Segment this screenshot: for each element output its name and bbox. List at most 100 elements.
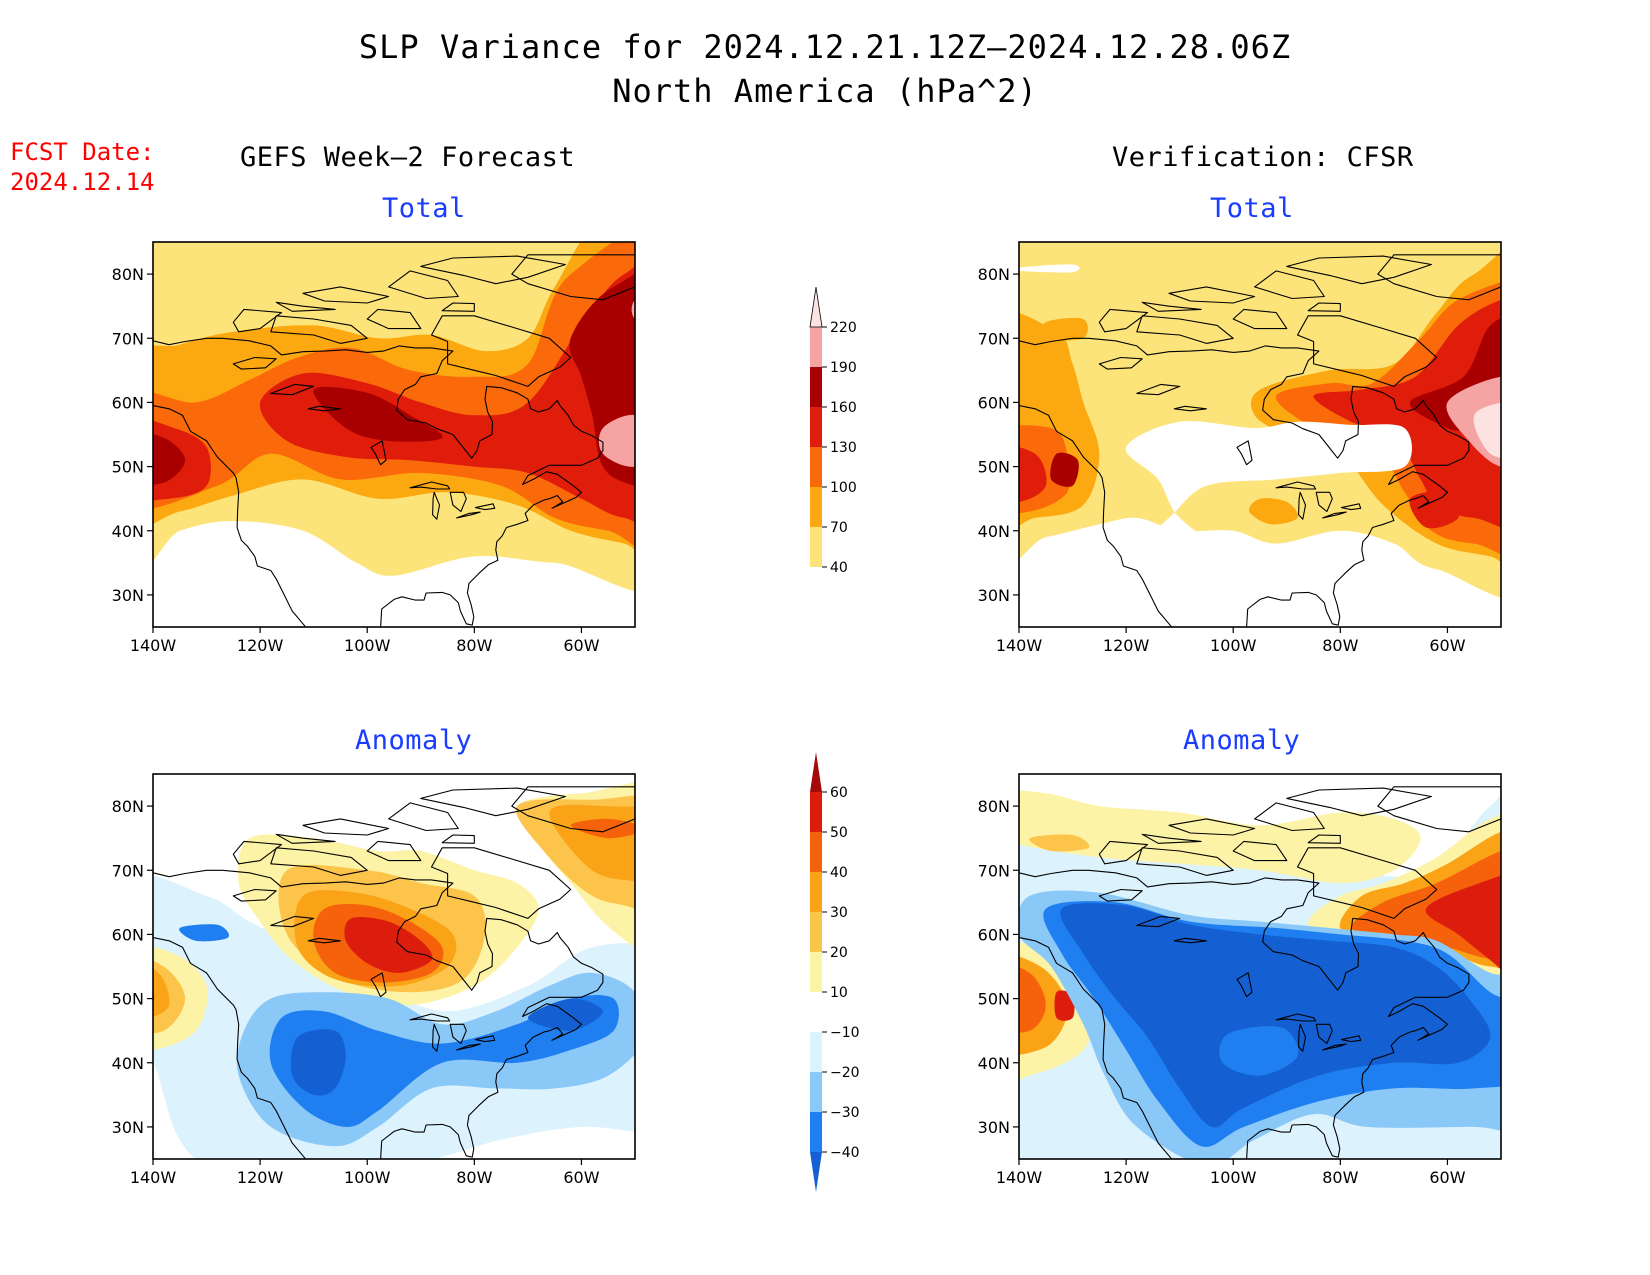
forecast-anomaly-subtitle: Anomaly [355, 725, 473, 756]
forecast-anomaly-lon-tick-label: 60W [563, 1168, 599, 1187]
total-colorbar-swatch [810, 327, 822, 367]
verification-anomaly-island-0 [1296, 847, 1438, 919]
anomaly-colorbar-label: −40 [830, 1145, 860, 1161]
verification-anomaly-lat-tick-label: 70N [978, 861, 1010, 880]
verification-anomaly-contour-10 [1054, 990, 1075, 1021]
forecast-anomaly-contour-18 [179, 924, 229, 942]
forecast-total-island-3 [232, 308, 283, 333]
anomaly-colorbar-upper-arrow [810, 752, 822, 792]
forecast-anomaly-contour-11 [570, 818, 635, 839]
forecast-total-lon-tick-label: 140W [130, 636, 177, 655]
forecast-anomaly-contour-17 [527, 998, 603, 1031]
forecast-total-lon-tick-label: 100W [344, 636, 391, 655]
verification-anomaly-island-9 [1141, 833, 1202, 844]
forecast-anomaly-island-5 [302, 818, 390, 836]
forecast-anomaly-lat-tick-label: 30N [112, 1118, 144, 1137]
verification-total-lat-tick-label: 80N [978, 265, 1010, 284]
verification-anomaly-coastline-east [1019, 869, 1470, 1159]
verification-total-lat-tick-label: 70N [978, 329, 1010, 348]
verification-total-lake-2 [1315, 491, 1333, 513]
verification-total-lake-6 [1173, 405, 1207, 412]
anomaly-colorbar-label: 60 [830, 785, 848, 801]
anomaly-colorbar: −40 −30 −20 −10 10 20 30 40 50 60 [810, 752, 860, 1192]
forecast-anomaly-island-0 [430, 847, 572, 919]
verification-anomaly-island-8 [1307, 834, 1341, 844]
forecast-total-contour-9 [598, 414, 635, 467]
verification-total-lake-5 [1236, 440, 1253, 466]
verification-anomaly-lat-tick-label: 50N [978, 990, 1010, 1009]
verification-total-contour-3 [1041, 317, 1088, 341]
verification-anomaly-lake-6 [1173, 937, 1207, 944]
forecast-anomaly-lake-7 [270, 915, 315, 928]
verification-total-coastline-west [1019, 405, 1173, 627]
verification-anomaly-island-4 [1254, 802, 1325, 832]
verification-total-lat-tick-label: 40N [978, 522, 1010, 541]
forecast-total-lake-8 [232, 356, 277, 370]
verification-total-lat-tick-label: 30N [978, 586, 1010, 605]
anomaly-colorbar-label: 50 [830, 825, 848, 841]
verification-total-contour-13 [1473, 402, 1501, 458]
verification-total-map: 30N 40N 50N 60N 70N 80N 140W 120W 100W 80W 60W [978, 241, 1502, 655]
forecast-total-lat-tick-label: 70N [112, 329, 144, 348]
forecast-total-lat-tick-label: 50N [112, 458, 144, 477]
verification-total-lake-8 [1098, 356, 1143, 370]
verification-total-island-8 [1307, 302, 1341, 312]
verification-total-contour-4 [1248, 498, 1299, 525]
forecast-total-island-4 [388, 270, 459, 300]
forecast-anomaly-lake-4 [474, 1035, 496, 1043]
verification-total-contour-16 [1019, 264, 1080, 273]
forecast-anomaly-lat-tick-label: 50N [112, 990, 144, 1009]
main-subtitle: North America (hPa^2) [612, 72, 1038, 110]
verification-anomaly-island-1 [1232, 840, 1288, 862]
verification-anomaly-subtitle: Anomaly [1183, 725, 1301, 756]
verification-total-lake-4 [1340, 503, 1362, 511]
anomaly-colorbar-swatch [810, 1032, 822, 1072]
verification-anomaly-lat-tick-label: 80N [978, 797, 1010, 816]
forecast-anomaly-island-1 [366, 840, 422, 862]
verification-total-lon-tick-label: 100W [1210, 636, 1257, 655]
verification-total-contour-8 [1019, 447, 1047, 502]
forecast-total-map: 30N 40N 50N 60N 70N 80N 140W 120W 100W 80W 60W [112, 241, 636, 655]
verification-anomaly-lake-8 [1098, 888, 1143, 902]
forecast-total-lon-tick-label: 120W [237, 636, 284, 655]
forecast-total-lake-0 [409, 481, 451, 490]
verification-anomaly-lat-tick-label: 30N [978, 1118, 1010, 1137]
forecast-anomaly-lat-tick-label: 40N [112, 1054, 144, 1073]
forecast-anomaly-lake-2 [449, 1023, 467, 1045]
total-colorbar-upper-arrow [809, 286, 823, 328]
verification-total-lat-tick-label: 60N [978, 393, 1010, 412]
anomaly-colorbar-label: 10 [830, 985, 848, 1001]
total-colorbar-swatch [810, 487, 822, 527]
verification-total-lake-1 [1298, 491, 1307, 520]
verification-anomaly-map: 30N 40N 50N 60N 70N 80N 140W 120W 100W 80W 60W [978, 773, 1502, 1187]
forecast-total-contour-10 [631, 299, 635, 319]
verification-anomaly-lake-0 [1275, 1013, 1317, 1022]
anomaly-colorbar-label: −20 [830, 1065, 860, 1081]
verification-total-contour-7 [1313, 299, 1501, 528]
forecast-total-island-7 [511, 254, 635, 301]
verification-total-island-4 [1254, 270, 1325, 300]
forecast-total-lake-4 [474, 503, 496, 511]
forecast-anomaly-lon-tick-label: 120W [237, 1168, 284, 1187]
forecast-anomaly-island-4 [388, 802, 459, 832]
verification-anomaly-lake-2 [1315, 1023, 1333, 1045]
forecast-total-island-0 [430, 315, 572, 387]
forecast-total-lon-tick-label: 60W [563, 636, 599, 655]
verification-total-lon-tick-label: 140W [996, 636, 1043, 655]
verification-anomaly-lat-tick-label: 40N [978, 1054, 1010, 1073]
fcst-date-value: 2024.12.14 [10, 168, 155, 196]
verification-anomaly-island-5 [1168, 818, 1256, 836]
forecast-anomaly-lake-1 [432, 1023, 441, 1052]
total-colorbar-label: 100 [830, 480, 857, 496]
total-colorbar-label: 70 [830, 520, 848, 536]
forecast-anomaly-island-3 [232, 840, 283, 865]
fcst-date-label: FCST Date: [10, 138, 155, 166]
anomaly-colorbar-lower-arrow [810, 1152, 822, 1192]
verification-total-island-7 [1377, 254, 1501, 301]
forecast-anomaly-contour-13 [344, 916, 433, 973]
forecast-column-title: GEFS Week–2 Forecast [240, 142, 576, 173]
main-title: SLP Variance for 2024.12.21.12Z–2024.12.… [358, 28, 1292, 66]
forecast-anomaly-island-7 [511, 786, 635, 833]
total-colorbar-swatch [810, 367, 822, 407]
verification-total-lake-3 [1322, 511, 1347, 519]
